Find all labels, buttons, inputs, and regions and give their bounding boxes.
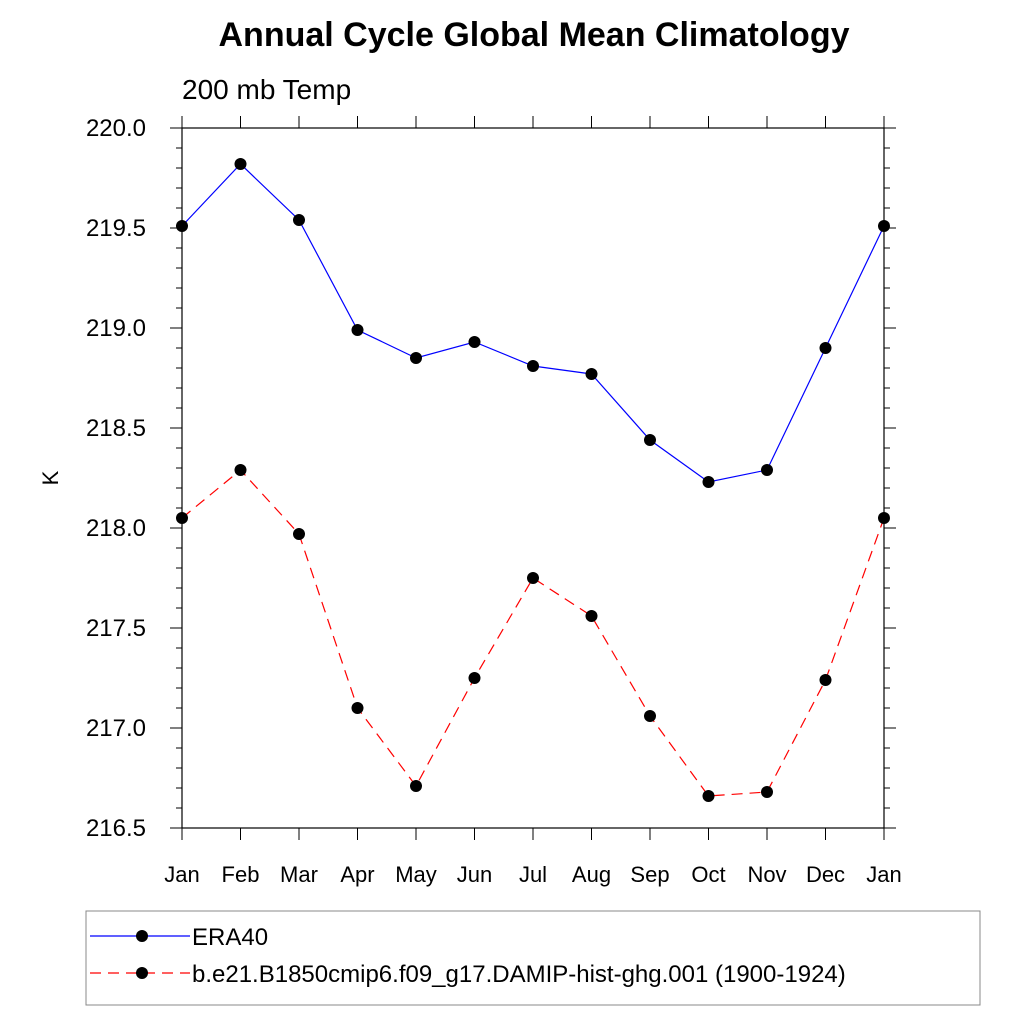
- legend-marker-2: [136, 967, 148, 979]
- data-point: [644, 434, 656, 446]
- data-point: [351, 702, 364, 714]
- data-point: [468, 672, 481, 684]
- x-tick-label: Jul: [519, 862, 547, 887]
- data-point: [819, 342, 832, 354]
- data-point: [761, 786, 773, 798]
- data-point: [644, 710, 656, 722]
- data-point: [293, 214, 305, 226]
- x-tick-label: Sep: [630, 862, 669, 887]
- x-tick-label: Oct: [691, 862, 725, 887]
- x-tick-label: Jan: [866, 862, 901, 887]
- data-point: [878, 512, 890, 524]
- data-point: [468, 336, 481, 348]
- data-point: [878, 220, 890, 232]
- chart-subtitle: 200 mb Temp: [182, 74, 351, 105]
- data-point: [176, 512, 188, 524]
- data-point: [176, 220, 188, 232]
- x-tick-label: Dec: [806, 862, 845, 887]
- legend-label-2: b.e21.B1850cmip6.f09_g17.DAMIP-hist-ghg.…: [192, 961, 846, 988]
- x-tick-label: Jun: [457, 862, 492, 887]
- y-axis-label: K: [38, 470, 63, 485]
- data-point: [351, 324, 364, 336]
- data-point: [702, 790, 715, 802]
- legend-marker-1: [136, 930, 148, 942]
- data-point: [410, 780, 422, 792]
- data-point: [527, 360, 539, 372]
- data-point: [761, 464, 773, 476]
- series-layer: [176, 158, 890, 802]
- data-point: [819, 674, 832, 686]
- series-line-2: [181, 469, 885, 797]
- y-tick-label: 217.5: [86, 615, 146, 642]
- x-tick-label: Aug: [572, 862, 611, 887]
- data-point: [410, 352, 422, 364]
- series-line-1: [181, 163, 885, 483]
- data-point: [585, 610, 598, 622]
- axis-ticks: [170, 116, 896, 840]
- data-point: [234, 464, 247, 476]
- legend-label-1: ERA40: [192, 924, 268, 951]
- y-tick-label: 219.5: [86, 215, 146, 242]
- x-tick-label: May: [395, 862, 437, 887]
- chart-title: Annual Cycle Global Mean Climatology: [219, 16, 850, 54]
- x-tick-label: Feb: [222, 862, 260, 887]
- data-point: [527, 572, 539, 584]
- legend-box: [85, 910, 981, 1006]
- x-tick-label: Mar: [280, 862, 318, 887]
- y-tick-labels: 216.5 217.0 217.5 218.0 218.5 219.0 219.5 220.0: [86, 115, 146, 842]
- data-point: [293, 528, 305, 540]
- y-tick-label: 219.0: [86, 315, 146, 342]
- x-tick-label: Jan: [164, 862, 199, 887]
- x-tick-label: Nov: [747, 862, 786, 887]
- y-tick-label: 218.5: [86, 415, 146, 442]
- y-tick-label: 218.0: [86, 515, 146, 542]
- legend: ERA40 b.e21.B1850cmip6.f09_g17.DAMIP-hist…: [90, 924, 846, 988]
- x-tick-labels: Jan Feb Mar Apr May Jun Jul Aug Sep Oct Nov Dec Jan: [164, 862, 901, 887]
- y-tick-label: 217.0: [86, 715, 146, 742]
- data-point: [234, 158, 247, 170]
- x-tick-label: Apr: [340, 862, 374, 887]
- data-point: [702, 476, 715, 488]
- plot-frame: [181, 127, 885, 829]
- data-point: [585, 368, 598, 380]
- y-tick-label: 216.5: [86, 815, 146, 842]
- y-tick-label: 220.0: [86, 115, 146, 142]
